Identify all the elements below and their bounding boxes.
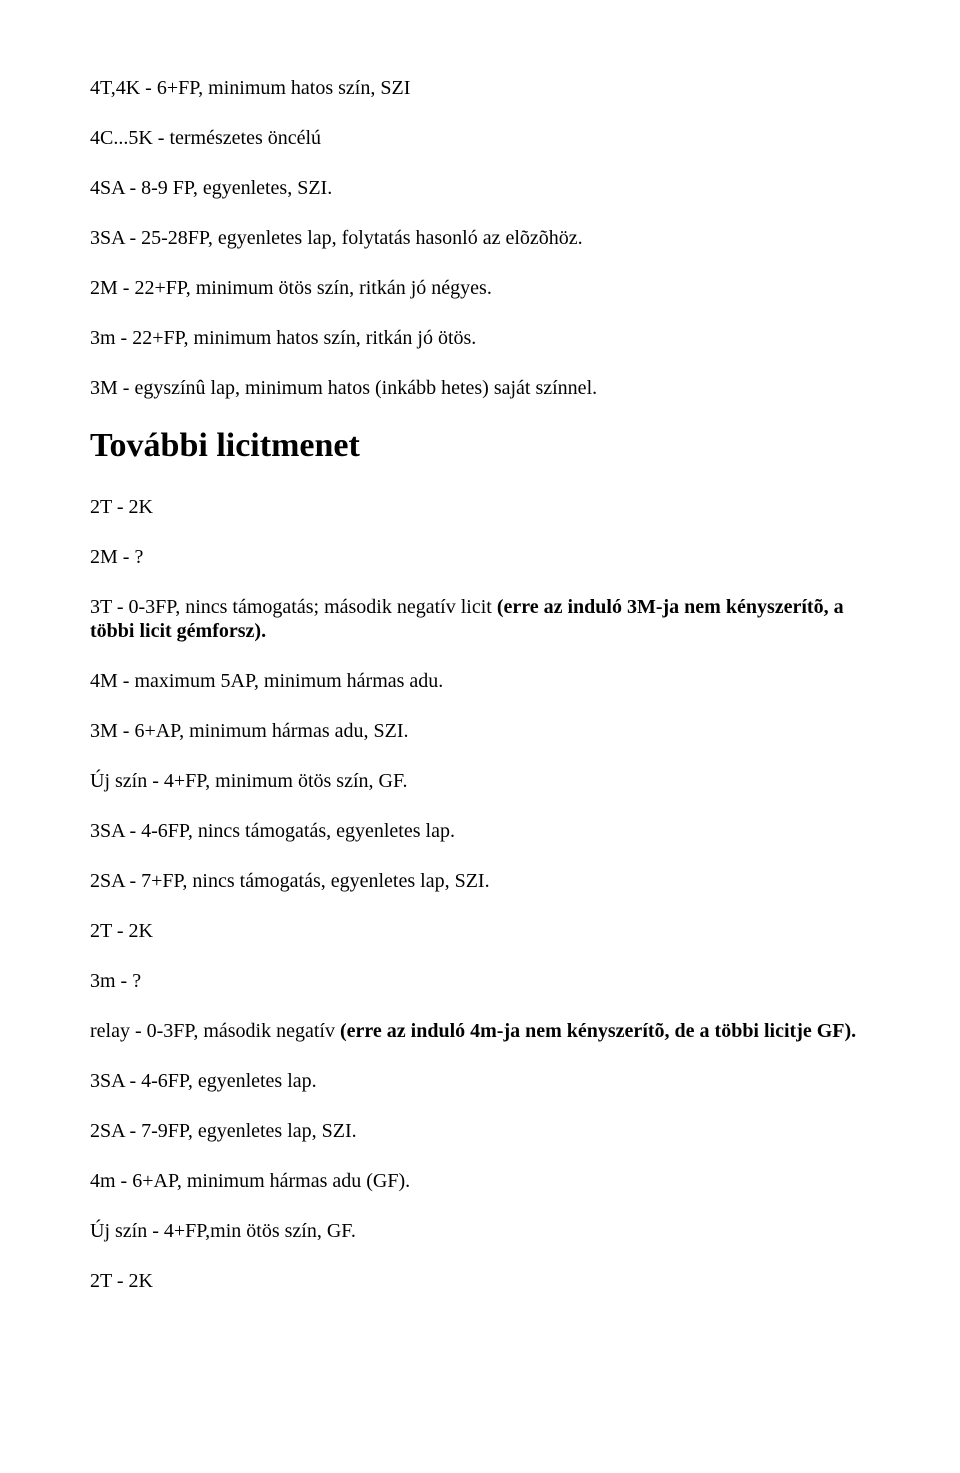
line-6: 3m - 22+FP, minimum hatos szín, ritkán j… [90, 326, 870, 350]
line-3: 4SA - 8-9 FP, egyenletes, SZI. [90, 176, 870, 200]
line-5: 2M - 22+FP, minimum ötös szín, ritkán jó… [90, 276, 870, 300]
line-8: 2T - 2K [90, 495, 870, 519]
line-23: 2T - 2K [90, 1269, 870, 1293]
heading-tovabbi-licitmenet: További licitmenet [90, 426, 870, 467]
line-19: 3SA - 4-6FP, egyenletes lap. [90, 1069, 870, 1093]
line-7: 3M - egyszínû lap, minimum hatos (inkább… [90, 376, 870, 400]
line-1: 4T,4K - 6+FP, minimum hatos szín, SZI [90, 76, 870, 100]
line-10-prefix: 3T - 0-3FP, nincs támogatás; második neg… [90, 596, 497, 618]
line-18: relay - 0-3FP, második negatív (erre az … [90, 1019, 870, 1043]
line-20: 2SA - 7-9FP, egyenletes lap, SZI. [90, 1119, 870, 1143]
line-14: 3SA - 4-6FP, nincs támogatás, egyenletes… [90, 819, 870, 843]
line-17: 3m - ? [90, 969, 870, 993]
line-2: 4C...5K - természetes öncélú [90, 126, 870, 150]
line-22: Új szín - 4+FP,min ötös szín, GF. [90, 1219, 870, 1243]
line-16: 2T - 2K [90, 919, 870, 943]
line-12: 3M - 6+AP, minimum hármas adu, SZI. [90, 719, 870, 743]
line-21: 4m - 6+AP, minimum hármas adu (GF). [90, 1169, 870, 1193]
line-15: 2SA - 7+FP, nincs támogatás, egyenletes … [90, 869, 870, 893]
line-13: Új szín - 4+FP, minimum ötös szín, GF. [90, 769, 870, 793]
line-9: 2M - ? [90, 545, 870, 569]
line-18-prefix: relay - 0-3FP, második negatív [90, 1020, 340, 1042]
line-10: 3T - 0-3FP, nincs támogatás; második neg… [90, 595, 870, 643]
line-18-bold: (erre az induló 4m-ja nem kényszerítõ, d… [340, 1020, 856, 1042]
line-4: 3SA - 25-28FP, egyenletes lap, folytatás… [90, 226, 870, 250]
line-11: 4M - maximum 5AP, minimum hármas adu. [90, 669, 870, 693]
